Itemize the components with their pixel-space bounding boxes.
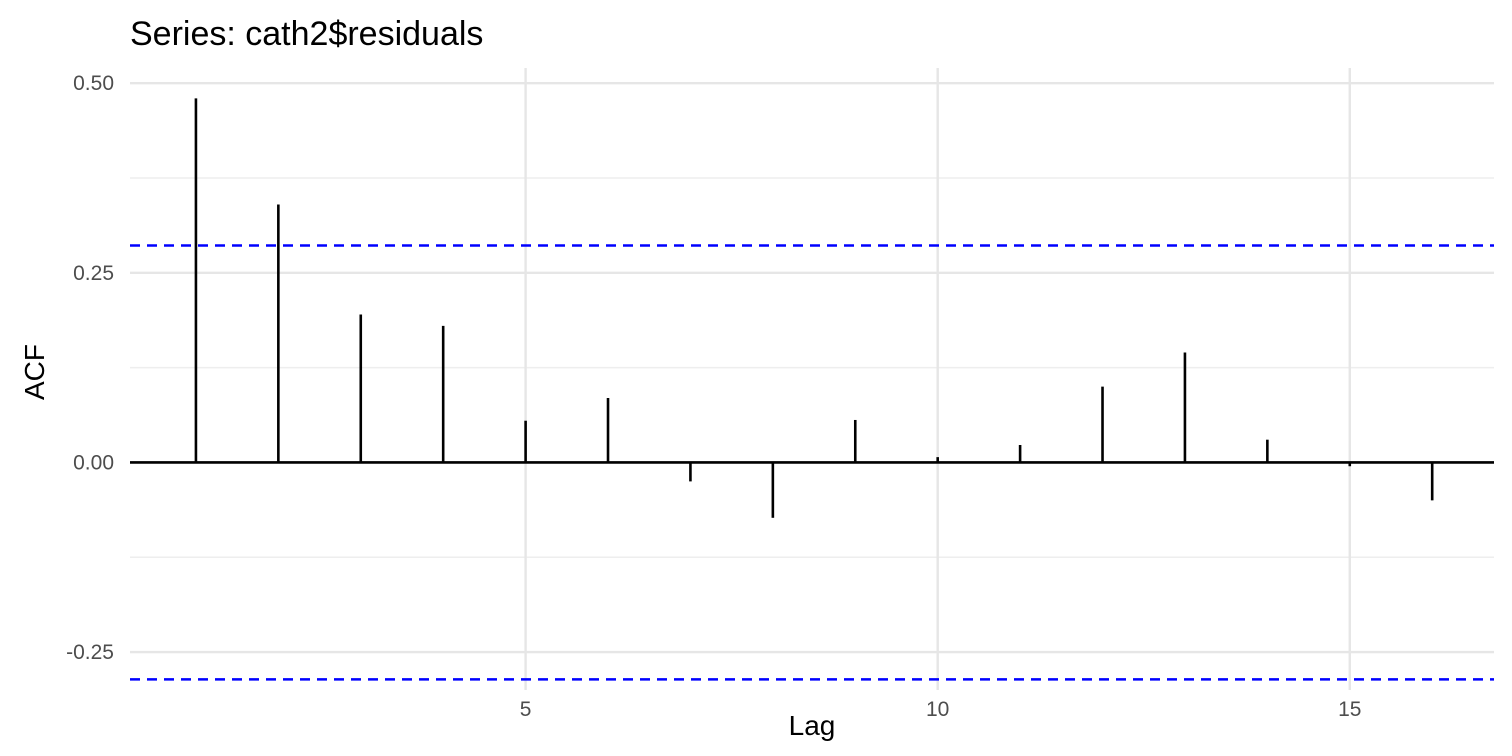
y-tick-label: 0.25 bbox=[73, 262, 114, 285]
x-tick-label: 10 bbox=[926, 698, 949, 721]
x-axis-ticks: 5 10 15 bbox=[520, 698, 1362, 721]
x-axis-title: Lag bbox=[789, 710, 836, 741]
x-tick-label: 5 bbox=[520, 698, 532, 721]
chart-title: Series: cath2$residuals bbox=[130, 15, 483, 53]
y-axis-title: ACF bbox=[19, 344, 50, 400]
y-axis-ticks: -0.25 0.00 0.25 0.50 bbox=[66, 72, 114, 664]
y-tick-label: 0.00 bbox=[73, 451, 114, 474]
acf-bars bbox=[130, 98, 1494, 518]
confidence-bounds bbox=[130, 244, 1494, 681]
grid bbox=[130, 68, 1494, 690]
y-tick-label: -0.25 bbox=[66, 641, 114, 664]
y-tick-label: 0.50 bbox=[73, 72, 114, 95]
x-tick-label: 15 bbox=[1338, 698, 1361, 721]
